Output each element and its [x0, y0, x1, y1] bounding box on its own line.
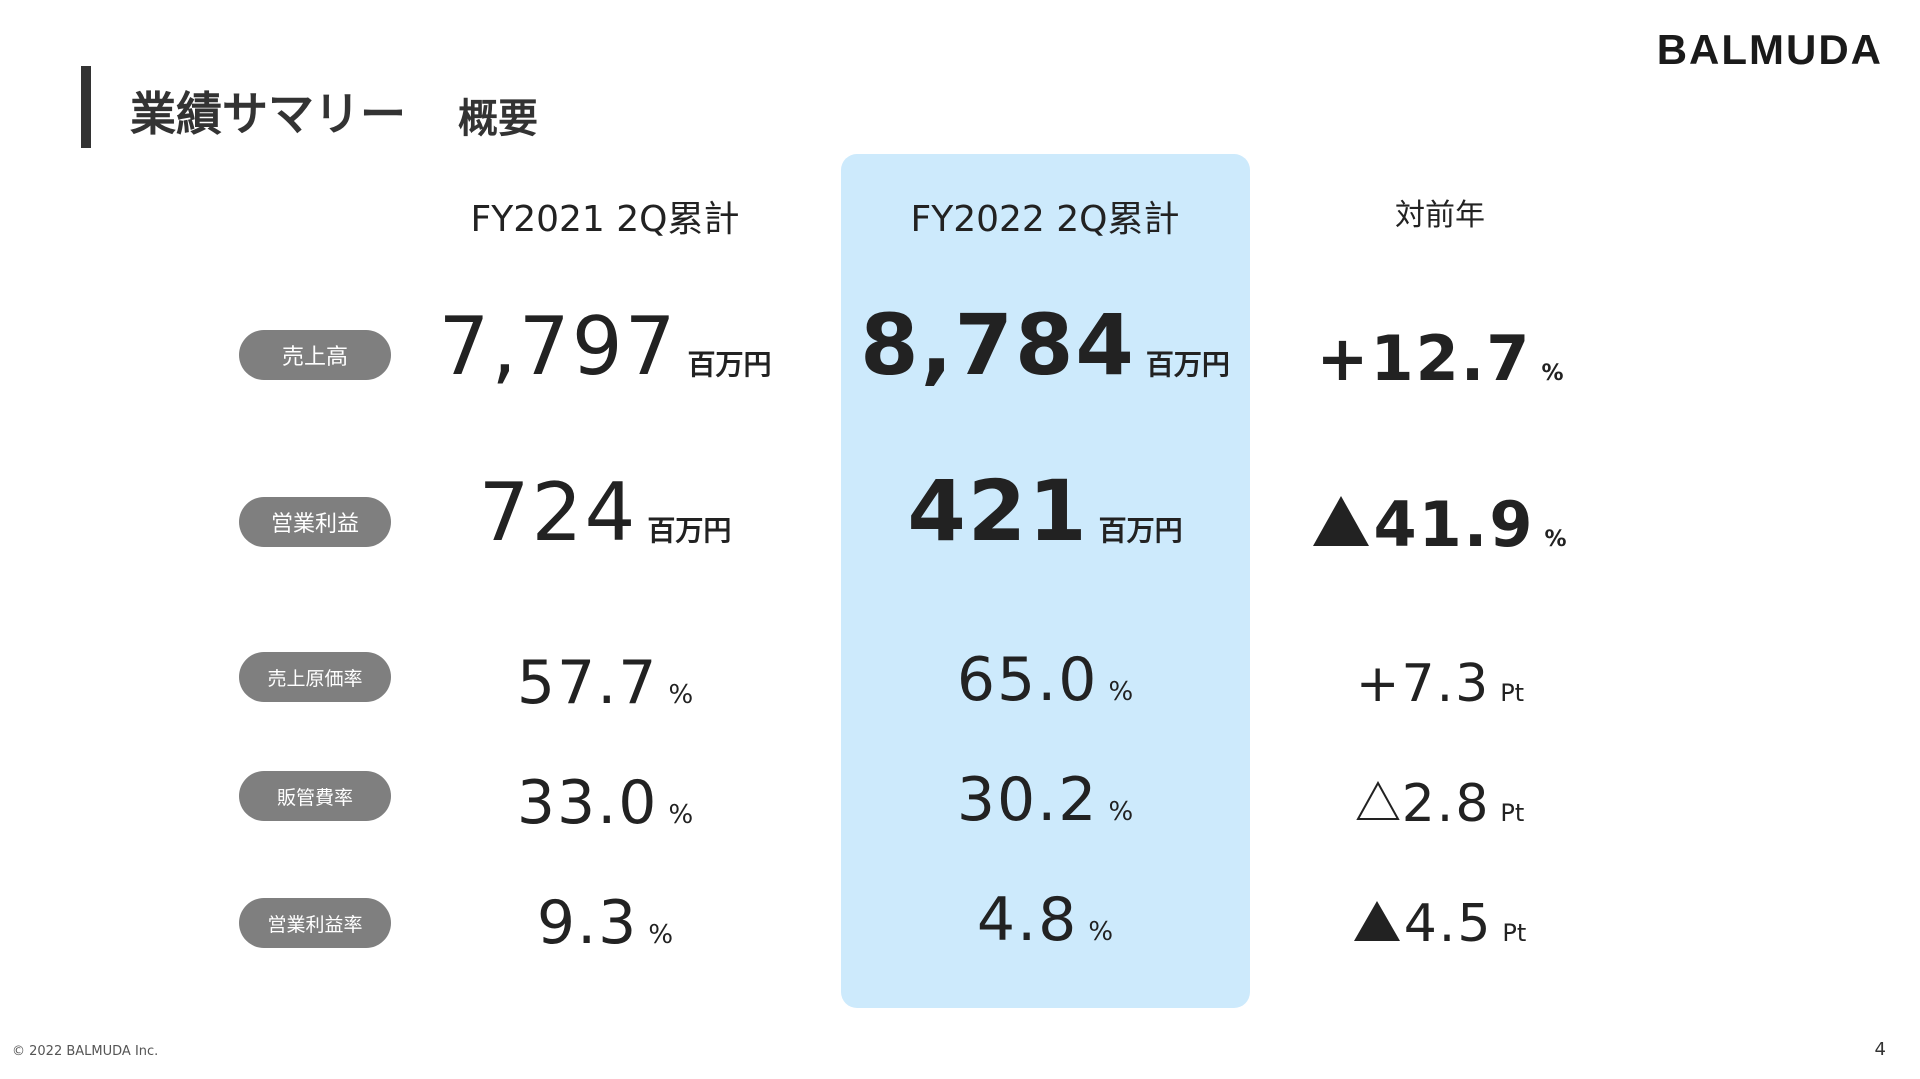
op-margin-yoy-value: 4.5 [1403, 894, 1493, 954]
sales-yoy-value: 12.7 [1370, 322, 1532, 395]
op-income-prev: 724 百万円 [420, 466, 790, 559]
row-label-op-margin: 営業利益率 [239, 898, 391, 948]
cogs-ratio-yoy-unit: Pt [1500, 679, 1525, 707]
op-income-yoy-value: 41.9 [1373, 488, 1535, 561]
sga-ratio-curr-unit: % [1108, 797, 1134, 827]
op-margin-curr-unit: % [1088, 917, 1114, 947]
sga-ratio-curr-value: 30.2 [956, 765, 1099, 835]
sales-yoy-unit: % [1541, 361, 1564, 386]
op-income-prev-unit: 百万円 [647, 514, 732, 547]
op-income-yoy: 41.9 % [1300, 488, 1580, 561]
decrease-triangle-icon [1313, 496, 1370, 546]
decrease-triangle-icon [1353, 901, 1400, 941]
sga-ratio-prev: 33.0 % [420, 768, 790, 838]
page-subtitle: 概要 [458, 96, 538, 142]
title-accent-bar [81, 66, 91, 148]
op-margin-yoy-unit: Pt [1502, 919, 1527, 947]
op-margin-curr-value: 4.8 [976, 885, 1079, 955]
column-header-yoy: 対前年 [1395, 198, 1485, 233]
sales-curr-unit: 百万円 [1145, 348, 1230, 381]
sga-ratio-curr: 30.2 % [860, 765, 1230, 835]
sga-ratio-prev-value: 33.0 [516, 768, 659, 838]
cogs-ratio-yoy-sign: + [1355, 654, 1402, 714]
sales-curr-value: 8,784 [860, 296, 1136, 394]
op-margin-prev-unit: % [648, 920, 674, 950]
sales-prev-unit: 百万円 [687, 348, 772, 381]
improvement-triangle-outline-icon [1356, 781, 1400, 820]
sales-prev-value: 7,797 [438, 300, 678, 393]
sales-yoy: + 12.7 % [1300, 322, 1580, 395]
row-label-operating-income: 営業利益 [239, 497, 391, 547]
column-header-prev: FY2021 2Q累計 [470, 199, 740, 240]
op-margin-curr: 4.8 % [860, 885, 1230, 955]
cogs-ratio-curr-value: 65.0 [956, 645, 1099, 715]
sales-yoy-sign: + [1316, 322, 1371, 395]
brand-logo: BALMUDA [1656, 26, 1883, 73]
op-margin-yoy: 4.5 Pt [1300, 894, 1580, 954]
cogs-ratio-curr-unit: % [1108, 677, 1134, 707]
op-income-prev-value: 724 [478, 466, 638, 559]
row-label-sga-ratio: 販管費率 [239, 771, 391, 821]
sales-curr: 8,784 百万円 [860, 296, 1230, 394]
cogs-ratio-yoy: + 7.3 Pt [1300, 654, 1580, 714]
current-period-highlight [841, 154, 1250, 1008]
sga-ratio-yoy-value: 2.8 [1401, 774, 1491, 834]
op-income-curr-unit: 百万円 [1098, 514, 1183, 547]
sga-ratio-yoy-unit: Pt [1500, 799, 1525, 827]
op-margin-prev-value: 9.3 [536, 888, 639, 958]
sales-prev: 7,797 百万円 [420, 300, 790, 393]
page-number: 4 [1874, 1039, 1886, 1060]
cogs-ratio-prev-unit: % [668, 680, 694, 710]
op-income-curr: 421 百万円 [860, 462, 1230, 560]
column-header-curr: FY2022 2Q累計 [910, 199, 1180, 240]
cogs-ratio-prev-value: 57.7 [516, 648, 659, 718]
row-label-cogs-ratio: 売上原価率 [239, 652, 391, 702]
copyright: © 2022 BALMUDA Inc. [12, 1044, 159, 1059]
row-label-sales: 売上高 [239, 330, 391, 380]
op-margin-prev: 9.3 % [420, 888, 790, 958]
sga-ratio-prev-unit: % [668, 800, 694, 830]
sga-ratio-yoy: 2.8 Pt [1300, 774, 1580, 834]
op-income-yoy-unit: % [1544, 527, 1567, 552]
op-income-curr-value: 421 [907, 462, 1089, 560]
page-title: 業績サマリー [130, 87, 406, 141]
cogs-ratio-prev: 57.7 % [420, 648, 790, 718]
cogs-ratio-yoy-value: 7.3 [1401, 654, 1491, 714]
cogs-ratio-curr: 65.0 % [860, 645, 1230, 715]
